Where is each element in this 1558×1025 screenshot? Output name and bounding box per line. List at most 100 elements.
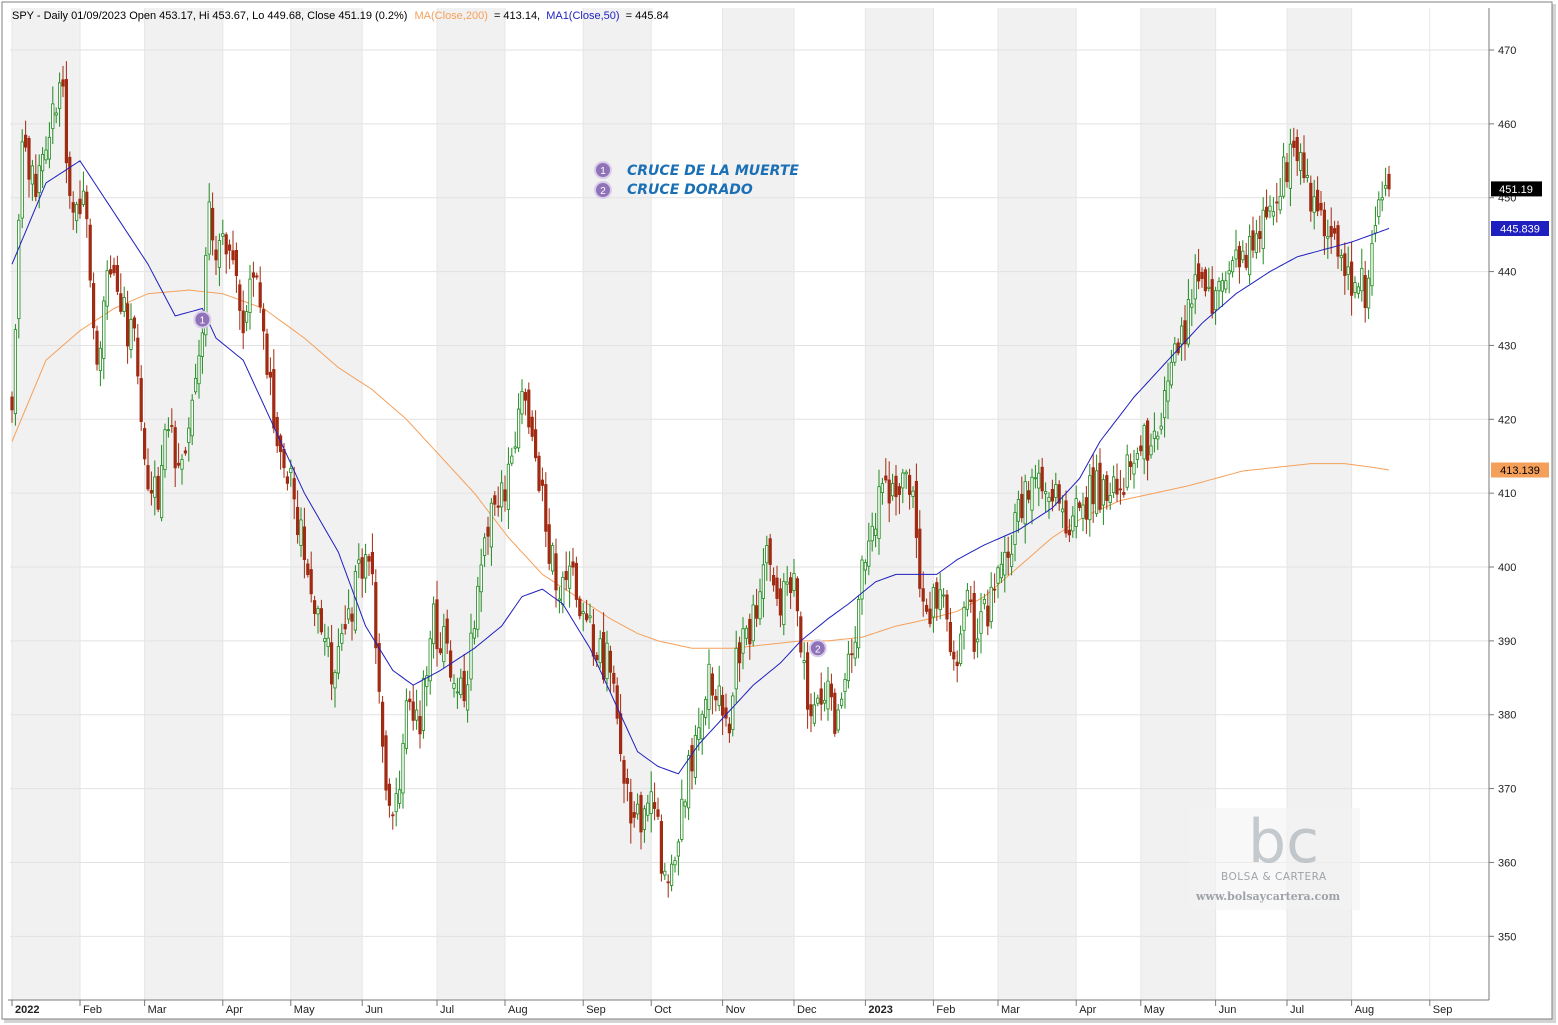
candle-body [602, 632, 606, 680]
candle-body [428, 638, 432, 682]
candle-body [333, 672, 337, 689]
candle-body [486, 526, 490, 537]
candle-body [1132, 462, 1136, 475]
candle-body [721, 694, 725, 716]
x-tick-label: Aug [1355, 1004, 1375, 1016]
candle-body [1163, 390, 1167, 419]
candle-body [217, 240, 221, 268]
y-tick-label: 380 [1498, 710, 1516, 722]
y-tick-label: 440 [1498, 267, 1516, 279]
ma50-price-tag: 445.839 [1491, 221, 1549, 236]
candle-body [700, 713, 704, 740]
candle-body [414, 709, 419, 721]
candle-body [1387, 173, 1391, 190]
candle-body [673, 860, 677, 866]
candle-body [928, 608, 932, 625]
candle-body [840, 698, 844, 706]
candle-body [1129, 461, 1133, 467]
candle-body [1319, 202, 1323, 211]
candle-body [476, 585, 480, 630]
x-tick-label: Jul [1290, 1004, 1304, 1016]
candle-body [1169, 361, 1173, 386]
candle-body [782, 581, 786, 626]
candle-body [265, 333, 269, 375]
candle-body [527, 389, 531, 428]
candle-body [30, 165, 35, 185]
candle-body [146, 465, 150, 490]
candle-body [452, 683, 456, 689]
candle-body [360, 557, 364, 579]
candle-body [829, 683, 834, 698]
candle-body [193, 378, 198, 393]
candle-body [914, 480, 919, 538]
candle-body [1067, 529, 1071, 536]
candle-body [1054, 484, 1058, 498]
candle-body [1265, 206, 1269, 218]
candle-body [408, 698, 412, 703]
candle-body [102, 300, 106, 359]
candle-body [1271, 211, 1275, 217]
candle-body [615, 685, 619, 719]
candle-body [204, 254, 208, 336]
candle-body [1207, 286, 1211, 289]
ma200-tag-text: 413.139 [1500, 465, 1540, 477]
candle-body [1016, 499, 1021, 522]
candle-body [717, 685, 721, 706]
candle-body [374, 582, 378, 649]
candle-body [306, 563, 310, 575]
candle-body [363, 554, 368, 579]
candle-body [938, 589, 942, 611]
candle-body [969, 599, 973, 603]
candle-body [1050, 489, 1054, 502]
x-tick-label: Nov [726, 1004, 746, 1016]
candle-body [1159, 425, 1163, 430]
candle-body [1275, 201, 1279, 204]
crossover-marker-label: 1 [200, 316, 206, 327]
candle-body [948, 621, 953, 653]
close-tag-bg [1491, 181, 1542, 197]
candle-body [1360, 268, 1364, 292]
candle-body [1343, 253, 1347, 276]
candle-body [20, 141, 24, 219]
annotation-2-num: 2 [600, 186, 606, 197]
x-tick-label: Dec [797, 1004, 817, 1016]
y-tick-label: 390 [1498, 636, 1516, 648]
month-band [290, 8, 363, 1000]
candle-body [768, 538, 772, 565]
ma50-value: = 445.84 [626, 10, 669, 22]
candle-body [1125, 454, 1129, 488]
candle-body [880, 483, 885, 493]
candle-body [23, 134, 28, 148]
ma200-label: MA(Close,200) [415, 10, 488, 22]
candle-body [323, 638, 327, 642]
candle-body [37, 165, 41, 194]
y-tick-label: 400 [1498, 562, 1516, 574]
candle-body [85, 191, 89, 220]
x-tick-label: Jun [1219, 1004, 1237, 1016]
candle-body [517, 408, 521, 449]
candle-body [632, 812, 636, 818]
candle-body [272, 369, 276, 429]
candle-body [75, 203, 79, 222]
candle-body [197, 355, 201, 385]
candle-body [857, 598, 861, 649]
candle-body [707, 663, 711, 710]
candle-body [285, 476, 290, 484]
candle-body [136, 337, 140, 377]
candle-body [1258, 231, 1262, 239]
candle-body [999, 563, 1004, 579]
candle-body [445, 618, 449, 644]
candle-body [785, 581, 789, 585]
candle-body [340, 633, 344, 644]
candle-body [778, 588, 783, 616]
candle-body [639, 795, 643, 833]
ma50-tag-text: 445.839 [1500, 224, 1540, 236]
candle-body [1180, 325, 1184, 345]
candle-body [1241, 250, 1245, 261]
candle-body [823, 699, 827, 704]
candle-body [887, 479, 891, 504]
candle-body [1190, 303, 1194, 308]
candle-body [190, 399, 194, 437]
candle-body [962, 607, 966, 631]
candle-body [894, 475, 898, 498]
